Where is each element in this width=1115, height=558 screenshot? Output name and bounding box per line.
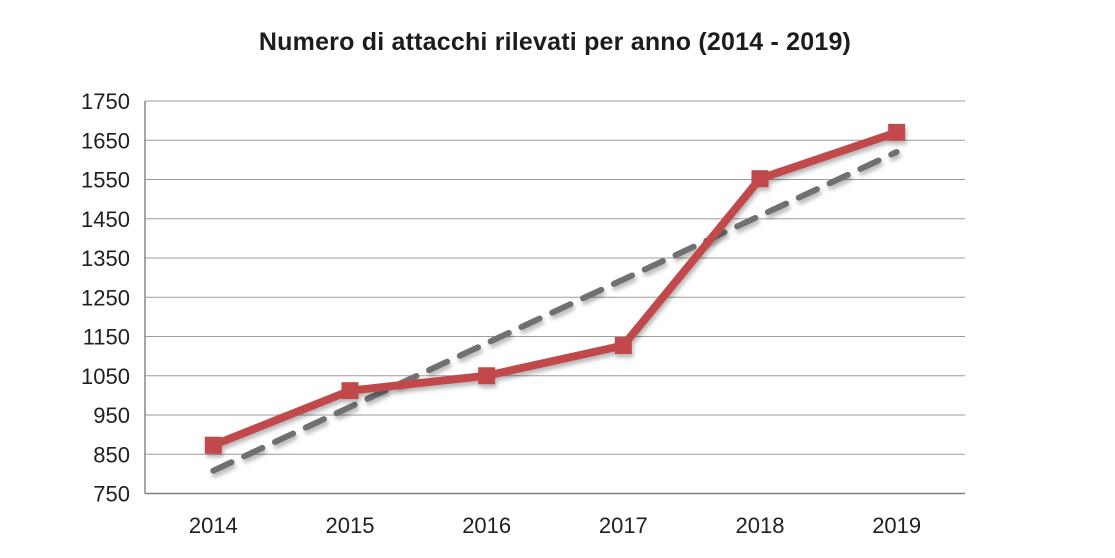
data-point-marker <box>341 382 359 400</box>
data-series-line <box>209 128 901 450</box>
data-series <box>204 123 906 454</box>
y-tick-label: 1250 <box>81 285 130 310</box>
data-point-marker <box>751 170 769 188</box>
x-tick-label: 2016 <box>462 513 511 538</box>
y-tick-label: 1650 <box>81 128 130 153</box>
x-tick-label: 2014 <box>189 513 238 538</box>
x-tick-label: 2017 <box>599 513 648 538</box>
y-tick-label: 1450 <box>81 207 130 232</box>
x-tick-label: 2018 <box>736 513 785 538</box>
y-tick-label: 1550 <box>81 168 130 193</box>
y-tick-label: 1150 <box>83 325 130 350</box>
y-tick-label: 1350 <box>81 246 130 271</box>
chart-title: Numero di attacchi rilevati per anno (20… <box>258 28 852 56</box>
y-tick-label: 950 <box>93 403 130 428</box>
data-point-marker <box>888 123 906 141</box>
x-tick-label: 2019 <box>872 513 921 538</box>
data-point-marker <box>614 337 632 355</box>
trendline <box>210 149 900 474</box>
y-tick-label: 750 <box>93 482 130 507</box>
data-point-marker <box>204 436 222 454</box>
data-point-marker <box>478 367 496 385</box>
y-tick-label: 1050 <box>81 364 130 389</box>
x-tick-label: 2015 <box>326 513 375 538</box>
y-tick-label: 1750 <box>81 89 130 114</box>
y-tick-label: 850 <box>93 442 130 467</box>
